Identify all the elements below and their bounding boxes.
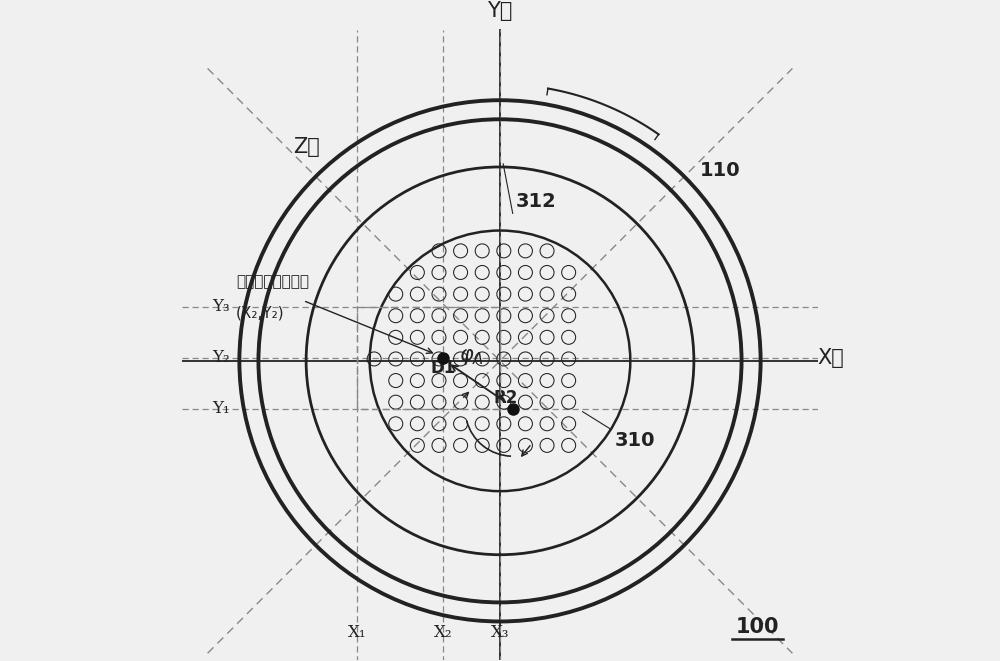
Text: 110: 110 <box>700 161 741 180</box>
Text: Y₁: Y₁ <box>212 400 230 417</box>
Text: 310: 310 <box>614 431 655 449</box>
Text: 压力变异区中心点: 压力变异区中心点 <box>236 274 309 289</box>
Text: D1: D1 <box>430 359 455 377</box>
Text: R2: R2 <box>494 389 518 407</box>
Text: Y轴: Y轴 <box>487 1 513 20</box>
Text: (X₂,Y₂): (X₂,Y₂) <box>236 305 285 321</box>
Text: Y₃: Y₃ <box>212 298 230 315</box>
Text: Z轴: Z轴 <box>293 137 320 157</box>
Bar <box>357 307 500 408</box>
Text: Y₂: Y₂ <box>212 349 230 366</box>
Text: X₁: X₁ <box>348 623 366 641</box>
Text: $\varphi_A$: $\varphi_A$ <box>459 347 484 368</box>
Text: 312: 312 <box>516 192 557 212</box>
Text: X₂: X₂ <box>434 623 452 641</box>
Text: X轴: X轴 <box>818 348 845 368</box>
Text: X₃: X₃ <box>491 623 509 641</box>
Text: 100: 100 <box>736 617 779 637</box>
